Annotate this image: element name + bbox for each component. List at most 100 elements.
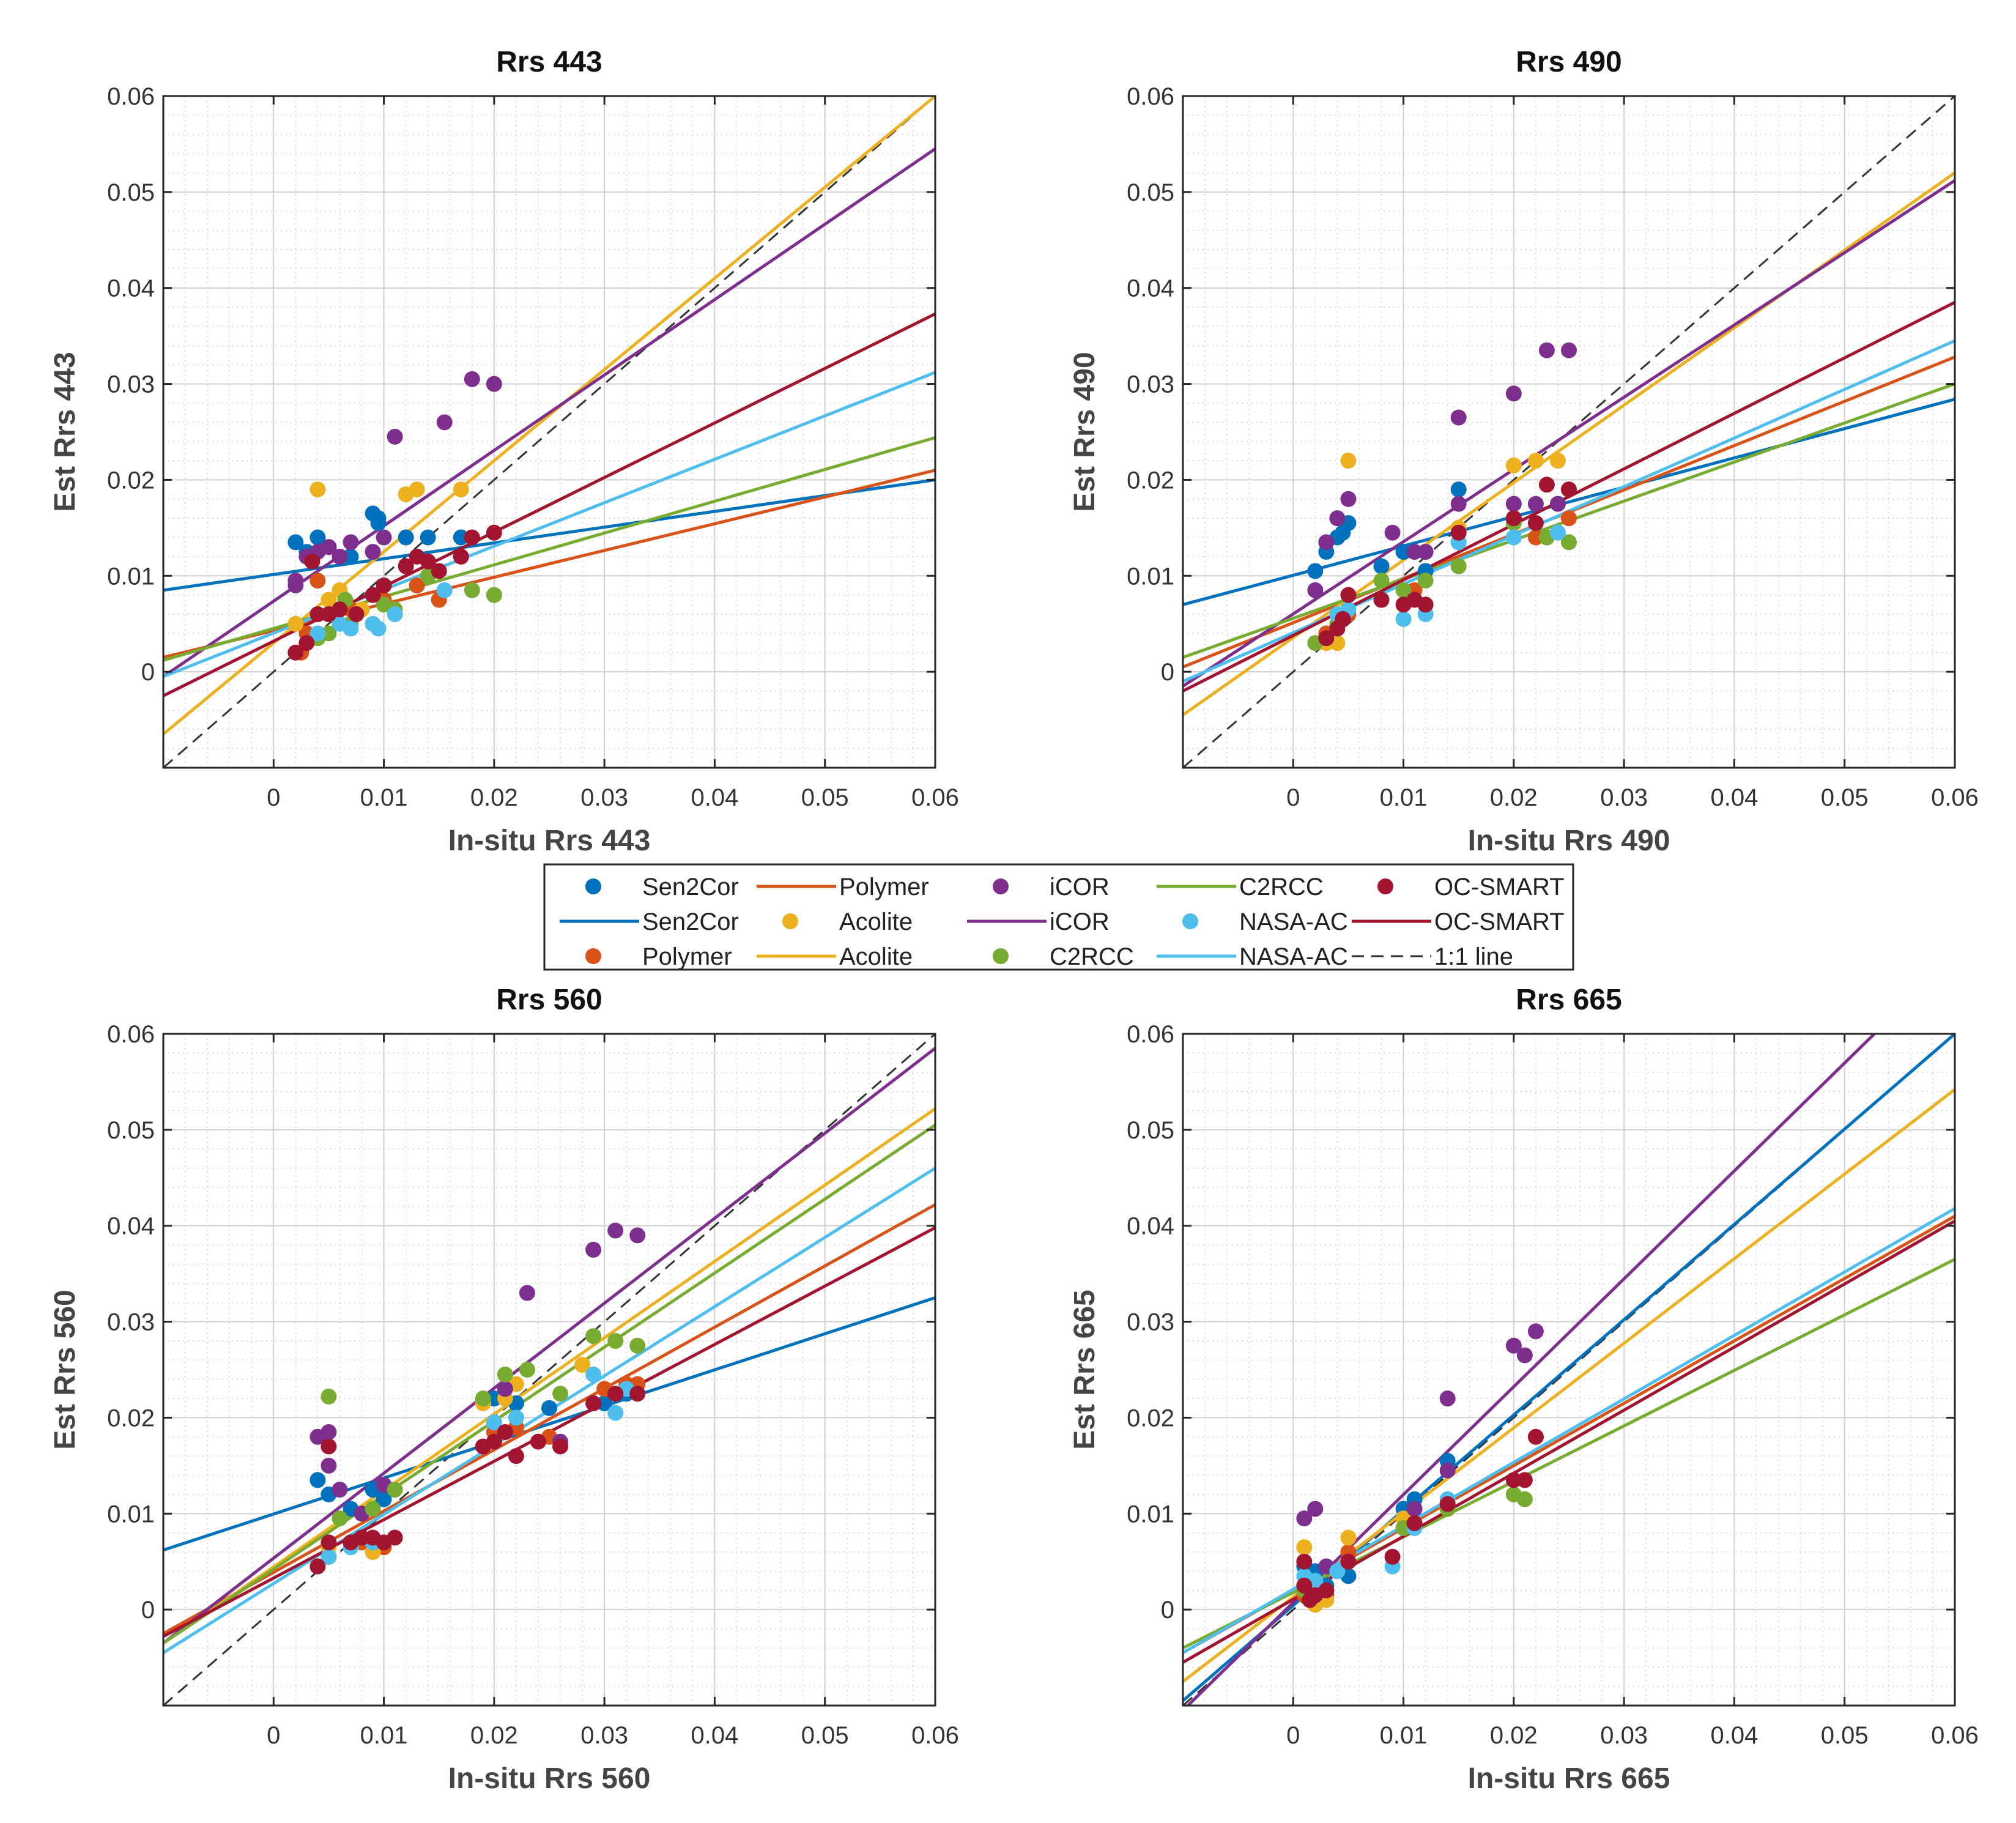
point-icor — [497, 1381, 513, 1397]
point-c2rcc — [1450, 558, 1467, 574]
y-tick-label: 0.05 — [1127, 179, 1174, 206]
legend-marker-dot — [1182, 913, 1198, 929]
point-oc-smart — [1527, 515, 1544, 532]
point-oc-smart — [629, 1386, 646, 1402]
legend-label: Polymer — [642, 943, 732, 970]
ticks: 0 0 0.01 0.01 0.02 0.02 0.03 0.03 0.04 0.04 0.05 0.… — [107, 83, 959, 811]
point-c2rcc — [387, 1482, 403, 1498]
point-c2rcc — [1561, 534, 1577, 551]
legend-label: OC-SMART — [1434, 908, 1565, 935]
legend-item-oc-smart-line: OC-SMART — [1352, 908, 1565, 935]
panel-title: Rrs 665 — [1516, 984, 1621, 1016]
point-oc-smart — [298, 635, 315, 652]
point-c2rcc — [607, 1332, 624, 1349]
y-tick-label: 0.01 — [107, 563, 155, 590]
legend-item-c2rcc-dot: C2RCC — [993, 943, 1134, 970]
point-polymer — [309, 573, 326, 589]
point-c2rcc — [475, 1390, 491, 1407]
point-sen2cor — [541, 1400, 557, 1416]
x-tick-label: 0.03 — [1600, 1722, 1648, 1749]
point-icor — [1505, 496, 1522, 512]
panels: 0 0 0.01 0.01 0.02 0.02 0.03 0.03 0.04 0.04 0.05 0.… — [49, 46, 1979, 1795]
point-icor — [332, 1482, 348, 1498]
axes-frame — [1182, 95, 1956, 769]
point-sen2cor — [1335, 524, 1351, 541]
point-c2rcc — [629, 1337, 646, 1354]
point-c2rcc — [365, 1501, 381, 1517]
point-oc-smart — [1538, 477, 1555, 493]
point-oc-smart — [1505, 1472, 1522, 1488]
point-sen2cor — [287, 534, 304, 551]
point-acolite — [453, 481, 469, 498]
point-oc-smart — [1516, 1472, 1533, 1488]
x-tick-label: 0.04 — [1710, 1722, 1758, 1749]
legend-item-acolite-line: Acolite — [757, 943, 913, 970]
legend-label: NASA-AC — [1239, 943, 1348, 970]
x-tick-label: 0.02 — [1490, 1722, 1538, 1749]
point-icor — [1329, 510, 1346, 527]
legend-label: Sen2Cor — [642, 874, 739, 900]
point-oc-smart — [1417, 596, 1434, 613]
fit-line-sen2cor — [163, 1296, 935, 1552]
legend-marker-dot — [585, 948, 601, 964]
point-oc-smart — [332, 601, 348, 618]
point-sen2cor — [376, 1491, 392, 1507]
point-icor — [387, 428, 403, 445]
point-oc-smart — [508, 1448, 524, 1465]
y-tick-label: 0.05 — [107, 179, 155, 206]
panel-4: 0 0 0.01 0.01 0.02 0.02 0.03 0.03 0.04 0.04 0.05 0.… — [1069, 984, 1979, 1795]
legend-marker-dot — [993, 878, 1009, 894]
point-oc-smart — [453, 548, 469, 565]
point-sen2cor — [1395, 544, 1412, 560]
x-tick-label: 0 — [267, 1722, 280, 1749]
point-oc-smart — [1296, 1553, 1313, 1570]
fit-line-sen2cor — [163, 478, 935, 592]
point-icor — [1561, 342, 1577, 358]
point-nasa-ac — [321, 1548, 337, 1565]
x-tick-label: 0.01 — [360, 784, 408, 811]
point-c2rcc — [321, 1388, 337, 1405]
point-oc-smart — [1561, 481, 1577, 498]
point-c2rcc — [519, 1362, 535, 1378]
x-tick-label: 0.06 — [911, 784, 959, 811]
point-icor — [519, 1285, 535, 1301]
legend-item-oc-smart-dot: OC-SMART — [1377, 874, 1565, 900]
point-oc-smart — [1340, 1553, 1357, 1570]
point-nasa-ac — [585, 1366, 602, 1383]
point-nasa-ac — [508, 1409, 524, 1426]
legend-item-icor-dot: iCOR — [993, 874, 1110, 900]
point-icor — [332, 548, 348, 565]
y-tick-label: 0.05 — [107, 1117, 155, 1144]
point-c2rcc — [1516, 1491, 1533, 1507]
legend-item-polymer-dot: Polymer — [585, 943, 732, 970]
point-icor — [1406, 544, 1423, 560]
point-nasa-ac — [1395, 611, 1412, 627]
legend-label: 1:1 line — [1434, 943, 1513, 970]
legend-marker-dot — [993, 948, 1009, 964]
plot-content — [1183, 1034, 1955, 1706]
axes-frame — [162, 95, 936, 769]
panel-1: 0 0 0.01 0.01 0.02 0.02 0.03 0.03 0.04 0.04 0.05 0.… — [49, 46, 959, 857]
point-icor — [376, 529, 392, 546]
x-tick-label: 0 — [1286, 784, 1300, 811]
point-oc-smart — [1340, 587, 1357, 603]
x-axis-label: In-situ Rrs 443 — [448, 825, 651, 857]
x-tick-label: 0.05 — [801, 1722, 849, 1749]
legend-item-sen2cor-dot: Sen2Cor — [585, 874, 739, 900]
point-oc-smart — [309, 606, 326, 623]
fit-line-icor — [1183, 179, 1955, 688]
axes-frame — [162, 1033, 936, 1707]
point-icor — [321, 539, 337, 555]
y-tick-label: 0 — [141, 1597, 155, 1624]
y-tick-label: 0 — [1161, 1597, 1174, 1624]
y-tick-label: 0.03 — [107, 1309, 155, 1336]
legend-label: iCOR — [1050, 874, 1110, 900]
point-sen2cor — [309, 1472, 326, 1488]
point-icor — [1549, 496, 1566, 512]
point-nasa-ac — [1329, 1563, 1346, 1580]
point-icor — [585, 1241, 602, 1258]
point-icor — [1527, 496, 1544, 512]
point-sen2cor — [398, 529, 414, 546]
point-oc-smart — [321, 1438, 337, 1455]
